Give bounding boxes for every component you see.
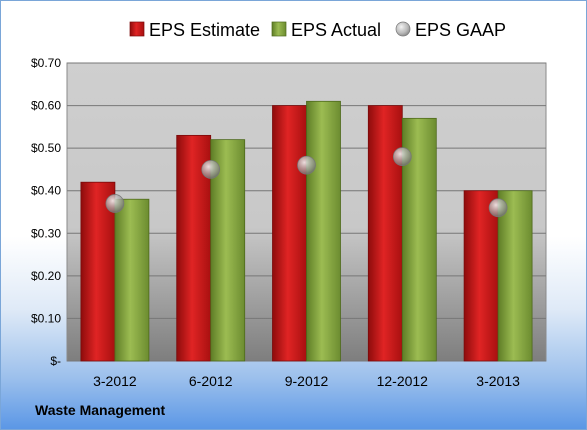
bars bbox=[80, 100, 533, 362]
y-tick-label: $0.50 bbox=[31, 141, 61, 155]
gaap-point bbox=[201, 160, 221, 179]
y-tick-label: $0.70 bbox=[31, 56, 61, 70]
legend: EPS Estimate EPS Actual EPS GAAP bbox=[129, 20, 506, 40]
legend-label-actual: EPS Actual bbox=[291, 20, 381, 40]
legend-label-gaap: EPS GAAP bbox=[415, 20, 506, 40]
gaap-point bbox=[105, 194, 125, 213]
gaap-point bbox=[488, 198, 508, 218]
legend-label-estimate: EPS Estimate bbox=[149, 20, 260, 40]
y-tick-label: $0.30 bbox=[31, 226, 61, 240]
bar-estimate bbox=[80, 181, 116, 362]
y-tick-label: $0.10 bbox=[31, 311, 61, 325]
legend-marker-gaap bbox=[395, 21, 411, 37]
x-tick-label: 9-2012 bbox=[285, 373, 329, 389]
bar-actual bbox=[497, 190, 533, 362]
bar-actual bbox=[306, 100, 341, 362]
x-tick-label: 3-2012 bbox=[93, 373, 137, 389]
legend-marker-actual bbox=[271, 21, 287, 37]
x-tick-label: 3-2013 bbox=[476, 373, 520, 389]
y-tick-label: $0.60 bbox=[31, 99, 61, 113]
bar-actual bbox=[114, 198, 150, 362]
gaap-points bbox=[105, 147, 508, 218]
y-tick-label: $0.40 bbox=[31, 184, 61, 198]
y-axis: $- $0.10 $0.20 $0.30 $0.40 $0.50 $0.60 $0.70 bbox=[31, 56, 61, 368]
gaap-point bbox=[392, 147, 412, 167]
x-tick-label: 12-2012 bbox=[377, 373, 429, 389]
bar-estimate bbox=[367, 105, 403, 362]
bar-estimate bbox=[463, 190, 499, 362]
bar-estimate bbox=[272, 105, 307, 362]
x-tick-label: 6-2012 bbox=[189, 373, 233, 389]
y-tick-label: $- bbox=[50, 354, 61, 368]
y-tick-label: $0.20 bbox=[31, 269, 61, 283]
legend-marker-estimate bbox=[129, 21, 145, 37]
x-axis: 3-2012 6-2012 9-2012 12-2012 3-2013 bbox=[93, 373, 520, 389]
company-label: Waste Management bbox=[35, 402, 166, 418]
gaap-point bbox=[297, 155, 316, 175]
